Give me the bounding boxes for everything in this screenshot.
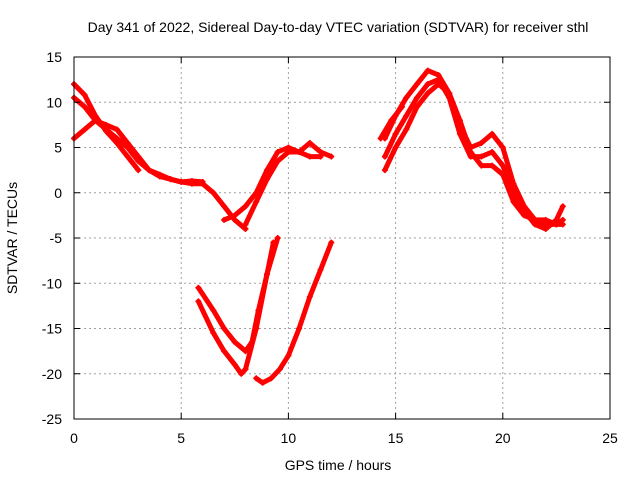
y-tick-label: 10 xyxy=(46,94,62,110)
chart-title: Day 341 of 2022, Sidereal Day-to-day VTE… xyxy=(88,19,589,35)
y-axis-label: SDTVAR / TECUs xyxy=(4,182,20,294)
y-tick-label: 5 xyxy=(54,140,62,156)
x-tick-label: 5 xyxy=(177,430,185,446)
y-tick-label: -10 xyxy=(42,275,62,291)
series-layer xyxy=(71,67,566,386)
y-tick-label: 0 xyxy=(54,185,62,201)
x-tick-label: 0 xyxy=(70,430,78,446)
y-tick-label: 15 xyxy=(46,49,62,65)
x-tick-label: 20 xyxy=(495,430,511,446)
y-tick-label: -25 xyxy=(42,411,62,427)
x-tick-label: 10 xyxy=(281,430,297,446)
y-tick-label: -15 xyxy=(42,321,62,337)
y-tick-label: -5 xyxy=(50,230,63,246)
x-tick-label: 15 xyxy=(388,430,404,446)
series-trace-arc-f xyxy=(195,235,281,354)
series-trace-arc-b xyxy=(71,95,248,232)
grid-layer xyxy=(74,57,610,419)
tick-layer: 0 5 10 15 20 25 -25 -20 -15 -10 -5 0 5 10 15 xyxy=(42,49,618,446)
x-tick-label: 25 xyxy=(602,430,618,446)
series-trace-arc-i xyxy=(382,68,566,227)
x-axis-label: GPS time / hours xyxy=(285,457,392,473)
y-tick-label: -20 xyxy=(42,366,62,382)
